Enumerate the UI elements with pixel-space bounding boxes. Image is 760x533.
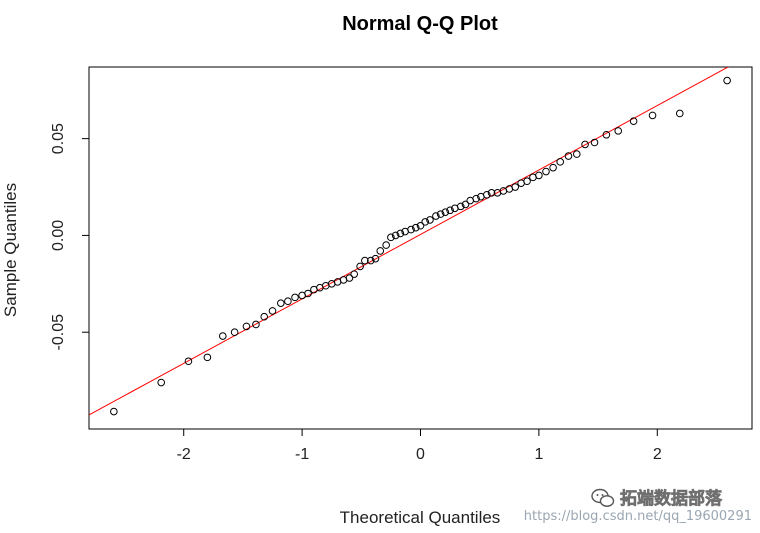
plot-content — [89, 67, 731, 416]
data-point — [564, 152, 573, 160]
data-point — [396, 229, 405, 238]
data-point — [456, 202, 465, 211]
data-point — [421, 218, 430, 226]
data-point — [426, 216, 434, 224]
chart-title: Normal Q-Q Plot — [342, 13, 498, 35]
data-point — [472, 194, 480, 203]
data-point — [361, 256, 369, 265]
data-point — [407, 225, 415, 234]
data-point — [511, 183, 520, 191]
x-tick-label: 0 — [416, 446, 425, 463]
data-point — [572, 150, 581, 158]
data-point — [523, 177, 531, 186]
data-point — [487, 189, 496, 197]
data-point — [614, 127, 623, 135]
y-axis-label: Sample Quantiles — [1, 183, 20, 317]
data-point — [436, 210, 445, 218]
x-tick-label: 1 — [534, 446, 543, 463]
x-tick-label: -1 — [295, 446, 309, 463]
wechat-icon — [591, 488, 615, 507]
data-point — [203, 353, 212, 362]
data-point — [366, 256, 375, 265]
data-point — [581, 140, 589, 149]
data-point — [157, 378, 166, 387]
data-point — [345, 274, 354, 282]
data-point — [411, 223, 420, 232]
data-point — [590, 138, 599, 147]
data-point — [350, 270, 359, 278]
data-point — [441, 208, 450, 216]
y-tick-label: 0.05 — [50, 123, 67, 154]
watermark-brand: 拓端数据部落 — [620, 488, 723, 509]
data-point — [291, 293, 299, 302]
data-point — [110, 407, 118, 416]
data-point — [446, 206, 454, 215]
data-point — [356, 262, 364, 271]
qq-reference-line — [89, 67, 730, 416]
watermark: https://blog.csdn.net/qq_19600291 拓端数据部落 — [524, 488, 752, 524]
data-point — [432, 212, 440, 220]
data-point — [416, 221, 425, 230]
watermark-url: https://blog.csdn.net/qq_19600291 — [524, 509, 752, 524]
data-point — [260, 312, 269, 321]
y-axis: -0.05 0.00 0.05 — [50, 123, 90, 351]
data-point — [675, 109, 684, 118]
data-point — [391, 231, 400, 240]
data-point — [230, 328, 239, 337]
data-point — [218, 332, 227, 340]
data-point — [535, 171, 543, 180]
data-point — [461, 200, 470, 209]
data-point — [242, 322, 251, 331]
data-point — [542, 167, 550, 176]
data-point — [376, 247, 385, 255]
data-point — [276, 299, 285, 307]
data-point — [387, 233, 395, 242]
data-point — [252, 320, 260, 329]
data-point — [483, 190, 491, 199]
x-tick-label: 2 — [653, 446, 662, 463]
data-point — [602, 130, 611, 139]
data-point — [268, 307, 277, 315]
data-point — [723, 76, 731, 85]
data-point — [549, 163, 557, 172]
data-point — [371, 254, 380, 263]
data-point — [629, 117, 638, 126]
data-point — [284, 297, 292, 306]
y-tick-label: 0.00 — [50, 220, 67, 251]
x-axis: -2 -1 0 1 2 — [177, 428, 662, 463]
data-point — [556, 158, 565, 166]
data-point — [648, 111, 657, 120]
data-point — [304, 289, 312, 298]
y-tick-label: -0.05 — [50, 314, 67, 351]
x-tick-label: -2 — [177, 446, 191, 463]
data-point — [382, 241, 390, 249]
plot-area-frame — [88, 66, 753, 430]
x-axis-label: Theoretical Quantiles — [340, 508, 501, 527]
data-point — [184, 357, 193, 366]
